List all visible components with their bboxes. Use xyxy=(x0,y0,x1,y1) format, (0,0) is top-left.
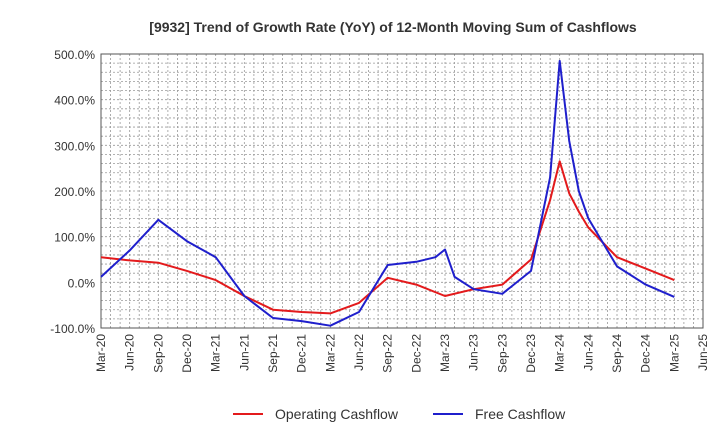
x-tick-label: Dec-22 xyxy=(409,334,423,373)
x-tick-label: Mar-23 xyxy=(438,334,452,372)
series-line-free-cashflow xyxy=(100,59,675,327)
series-lines xyxy=(100,59,675,327)
legend: Operating Cashflow Free Cashflow xyxy=(233,406,566,422)
plot-area-frame xyxy=(100,53,704,329)
x-tick-label: Dec-23 xyxy=(524,334,538,373)
x-tick-label: Mar-22 xyxy=(323,334,337,372)
y-tick-label: -100.0% xyxy=(50,322,95,336)
x-tick-label: Jun-25 xyxy=(696,334,710,371)
x-tick-label: Jun-20 xyxy=(123,334,137,371)
x-tick-label: Mar-21 xyxy=(209,334,223,372)
x-tick-label: Sep-20 xyxy=(151,334,165,373)
y-tick-label: 300.0% xyxy=(54,139,95,153)
x-tick-label: Jun-21 xyxy=(237,334,251,371)
legend-label-operating: Operating Cashflow xyxy=(275,406,399,422)
legend-label-free: Free Cashflow xyxy=(475,406,566,422)
gridlines xyxy=(101,54,703,328)
y-tick-label: 100.0% xyxy=(54,231,95,245)
y-tick-label: 200.0% xyxy=(54,185,95,199)
series-line-operating-cashflow xyxy=(100,160,675,315)
axes: -100.0% 0.0% 100.0% 200.0% 300.0% 400.0% 500.0… xyxy=(50,48,710,373)
x-tick-label: Dec-21 xyxy=(295,334,309,373)
x-tick-label: Sep-21 xyxy=(266,334,280,373)
x-tick-label: Jun-24 xyxy=(581,334,595,371)
x-tick-label: Jun-22 xyxy=(352,334,366,371)
x-tick-label: Mar-20 xyxy=(94,334,108,372)
y-tick-label: 500.0% xyxy=(54,48,95,62)
chart-title: [9932] Trend of Growth Rate (YoY) of 12-… xyxy=(149,19,637,35)
x-tick-label: Sep-24 xyxy=(610,334,624,373)
x-tick-label: Mar-25 xyxy=(667,334,681,372)
x-tick-label: Mar-24 xyxy=(553,334,567,372)
x-tick-label: Dec-20 xyxy=(180,334,194,373)
y-tick-label: 400.0% xyxy=(54,94,95,108)
x-tick-label: Sep-22 xyxy=(381,334,395,373)
x-tick-label: Sep-23 xyxy=(495,334,509,373)
y-tick-label: 0.0% xyxy=(68,276,96,290)
x-tick-label: Dec-24 xyxy=(639,334,653,373)
x-tick-label: Jun-23 xyxy=(467,334,481,371)
